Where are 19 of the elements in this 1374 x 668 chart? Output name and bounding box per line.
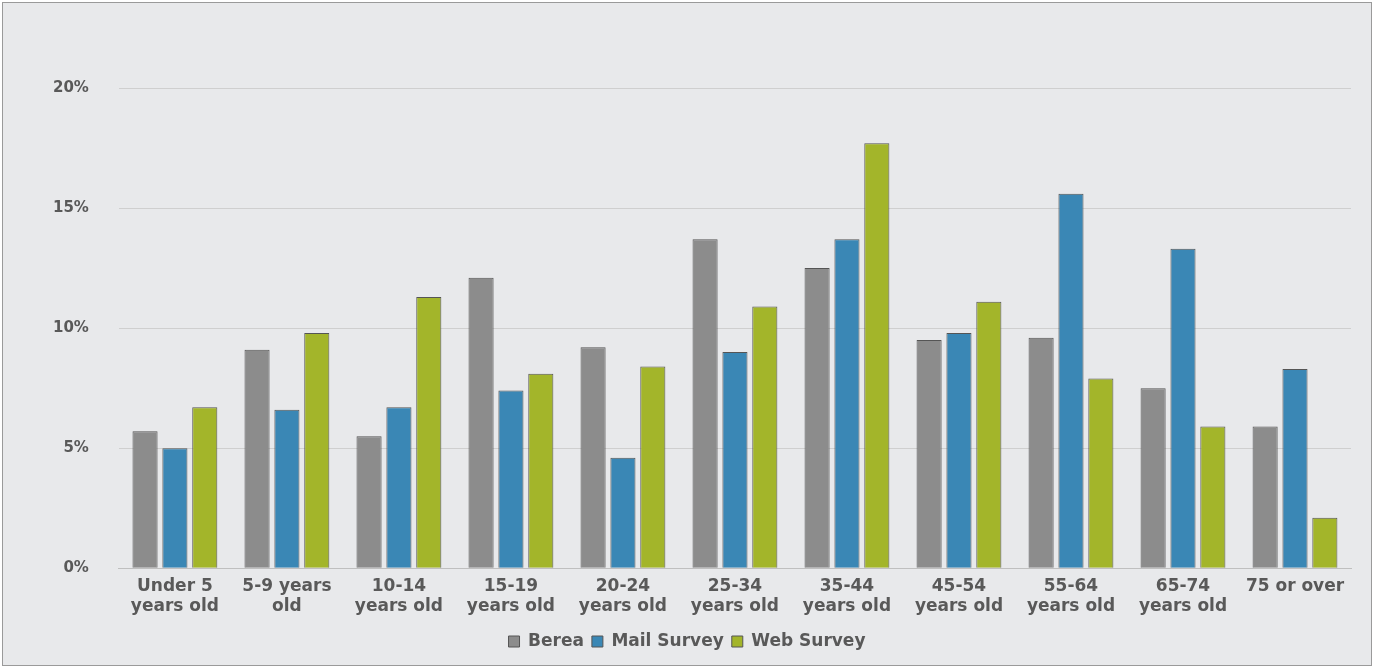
x-tick-label: 20-24 years old [578,574,668,616]
x-tick-label: 75 or over [1245,574,1345,595]
x-tick-label: Under 5 years old [130,574,219,616]
y-tick-label: 20% [53,77,89,96]
x-tick-label: 55-64 years old [1026,574,1116,616]
x-tick-label: 15-19 years old [466,574,556,616]
y-tick-label: 5% [63,438,89,457]
y-tick-label: 15% [53,197,89,216]
x-tick-label: 10-14 years old [354,574,444,616]
legend-label: Berea [528,629,584,650]
legend-label: Mail Survey [611,629,724,650]
y-tick-label: 10% [53,317,89,336]
x-tick-label: 5-9 years old [242,574,332,616]
x-tick-label: 45-54 years old [914,574,1004,616]
x-tick-label: 65-74 years old [1138,574,1228,616]
x-tick-label: 25-34 years old [690,574,780,616]
y-tick-label: 0% [63,558,89,577]
x-tick-label: 35-44 years old [802,574,892,616]
legend-label: Web Survey [751,629,866,650]
